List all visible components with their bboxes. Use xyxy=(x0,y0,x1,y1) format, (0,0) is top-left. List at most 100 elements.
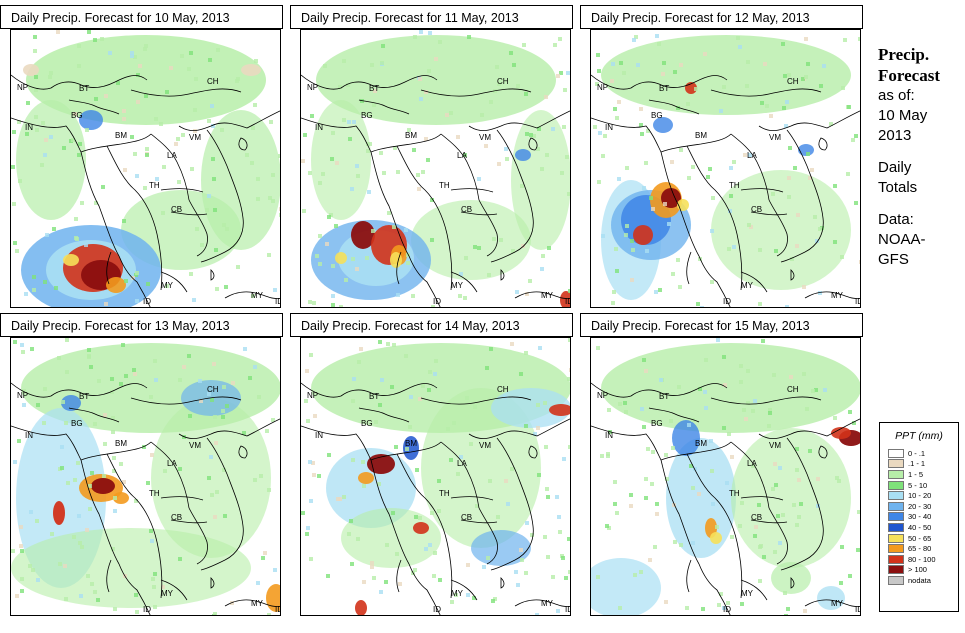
precip-map[interactable]: NP BT BG IN BM CH VM LA TH CB MY ID MY ID xyxy=(590,29,861,308)
precip-pixel xyxy=(676,258,680,262)
precip-pixel xyxy=(449,458,453,462)
precip-field xyxy=(591,338,860,615)
precip-pixel xyxy=(469,442,473,446)
precip-map[interactable]: NP BT BG IN BM CH VM LA TH CB MY ID MY ID xyxy=(10,29,281,308)
precip-map[interactable]: NP BT BG IN BM CH VM LA TH CB MY ID MY ID xyxy=(300,29,571,308)
border-line xyxy=(80,441,152,461)
precip-pixel xyxy=(176,137,180,141)
precip-pixel xyxy=(428,543,432,547)
precip-pixel xyxy=(742,408,746,412)
border-line xyxy=(758,110,860,131)
precip-map[interactable]: NP BT BG IN BM CH VM LA TH CB MY ID MY ID xyxy=(590,337,861,616)
precip-pixel xyxy=(303,133,307,137)
precip-pixel xyxy=(568,445,570,449)
precip-pixel xyxy=(558,37,562,41)
precip-pixel xyxy=(672,503,676,507)
legend-item: 5 - 10 xyxy=(880,480,958,491)
precip-pixel xyxy=(190,167,194,171)
precip-pixel xyxy=(565,155,569,159)
precip-pixel xyxy=(646,129,650,133)
precip-pixel xyxy=(560,171,564,175)
precip-pixel xyxy=(505,157,509,161)
precip-pixel xyxy=(837,479,841,483)
precip-pixel xyxy=(758,545,762,549)
precip-pixel xyxy=(334,224,338,228)
legend-swatch xyxy=(888,448,904,458)
country-label: MY xyxy=(251,599,264,608)
precip-pixel xyxy=(519,548,523,552)
precip-pixel xyxy=(44,138,48,142)
precip-pixel xyxy=(224,285,228,289)
country-label: BM xyxy=(695,131,707,140)
precip-map[interactable]: NP BT BG IN BM CH VM LA TH CB MY ID MY ID xyxy=(10,337,281,616)
precip-pixel xyxy=(456,472,460,476)
precip-pixel xyxy=(189,272,193,276)
precip-pixel xyxy=(522,43,526,47)
precip-pixel xyxy=(352,377,356,381)
precip-map[interactable]: NP BT BG IN BM CH VM LA TH CB MY ID MY ID xyxy=(300,337,571,616)
precip-pixel xyxy=(722,426,726,430)
forecast-panel-6: Daily Precip. Forecast for 15 May, 2013 … xyxy=(580,313,865,616)
precip-pixel xyxy=(722,85,726,89)
forecast-info: Precip. Forecast as of: 10 May 2013 Dail… xyxy=(878,44,964,270)
precip-cell xyxy=(549,404,570,416)
precip-pixel xyxy=(629,493,633,497)
precip-pixel xyxy=(746,401,750,405)
precip-pixel xyxy=(663,202,667,206)
precip-cell xyxy=(358,472,374,484)
precip-pixel xyxy=(671,446,675,450)
precip-pixel xyxy=(135,299,139,303)
precip-pixel xyxy=(611,62,615,66)
border-line xyxy=(188,507,208,565)
precip-pixel xyxy=(119,382,123,386)
country-label: TH xyxy=(439,181,450,190)
precip-pixel xyxy=(214,441,218,445)
country-borders xyxy=(11,382,280,615)
precip-pixel xyxy=(159,122,163,126)
legend-label: 10 - 20 xyxy=(908,491,932,501)
precip-pixel xyxy=(374,420,378,424)
precip-pixel xyxy=(778,541,782,545)
precip-pixel xyxy=(317,474,321,478)
precip-pixel xyxy=(210,493,214,497)
precip-pixel xyxy=(640,132,644,136)
precip-cell xyxy=(335,252,347,264)
precip-pixel xyxy=(629,504,633,508)
precip-pixel xyxy=(256,581,260,585)
precip-pixel xyxy=(555,495,559,499)
precip-pixel xyxy=(789,375,793,379)
border-line xyxy=(736,541,768,601)
precip-pixel xyxy=(222,468,226,472)
country-label: ID xyxy=(433,297,441,306)
border-line xyxy=(446,233,478,293)
precip-pixel xyxy=(786,607,790,611)
country-label: VM xyxy=(189,133,201,142)
precip-pixel xyxy=(31,568,35,572)
precip-pixel xyxy=(150,453,154,457)
border-line xyxy=(210,577,215,589)
precip-pixel xyxy=(459,455,463,459)
legend-label: 65 - 80 xyxy=(908,544,932,554)
precip-pixel xyxy=(597,180,601,184)
title-line-2: Forecast xyxy=(878,66,940,85)
precip-pixel xyxy=(729,166,733,170)
border-line xyxy=(490,437,534,571)
precip-pixel xyxy=(236,265,240,269)
precip-pixel xyxy=(651,207,655,211)
border-line xyxy=(440,441,480,509)
precip-pixel xyxy=(73,478,77,482)
precip-pixel xyxy=(543,535,547,539)
precip-pixel xyxy=(366,142,370,146)
border-line xyxy=(790,577,795,589)
precip-pixel xyxy=(359,347,363,351)
precip-pixel xyxy=(511,249,515,253)
precip-pixel xyxy=(306,419,310,423)
precip-pixel xyxy=(367,190,371,194)
precip-pixel xyxy=(650,482,654,486)
country-label: IN xyxy=(315,123,323,132)
country-label: NP xyxy=(597,391,608,400)
precip-pixel xyxy=(762,555,766,559)
precip-pixel xyxy=(671,272,675,276)
precip-pixel xyxy=(540,267,544,271)
